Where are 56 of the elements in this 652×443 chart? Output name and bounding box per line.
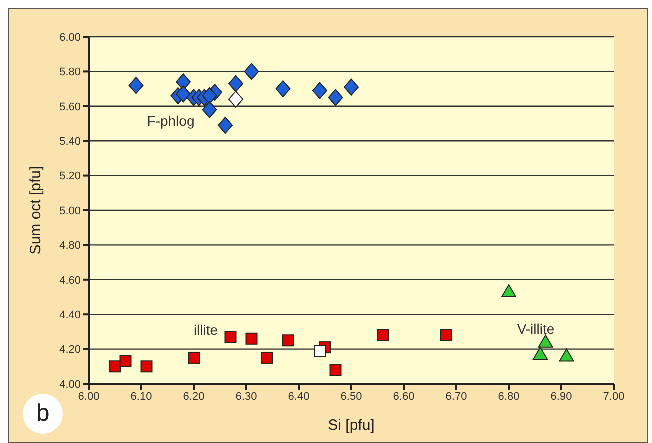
x-tick-label: 6.90 [550,390,572,403]
y-tick-label: 4.80 [60,240,81,252]
point [328,89,344,106]
point [228,75,244,92]
point [246,332,258,345]
point [228,90,244,108]
point [128,77,144,94]
x-tick-label: 6.30 [236,390,258,403]
point [282,334,294,347]
point [559,348,574,362]
y-tick-label: 4.20 [60,344,81,356]
x-tick-label: 6.40 [288,390,310,403]
y-tick-label: 5.00 [60,205,81,218]
x-tick-label: 6.10 [130,390,152,403]
point [502,284,516,298]
y-tick-label: 4.60 [60,274,81,287]
x-tick-label: 6.70 [446,390,468,403]
point [218,116,233,134]
point [314,345,326,358]
text: b [36,400,50,428]
point [330,364,342,376]
point [312,82,328,100]
point [244,63,260,80]
x-tick-label: 7.00 [603,390,625,403]
y-tick-label: 5.40 [60,136,81,148]
point [140,360,153,373]
point [538,334,554,348]
y-tick-label: 6.00 [60,32,81,44]
y-tick-label: 5.20 [60,170,81,183]
point [377,329,389,342]
point [262,352,274,364]
y-tick-label: 5.60 [60,101,81,114]
x-tick-label: 6.60 [393,390,415,403]
point [202,101,218,118]
point [224,331,237,344]
point [344,78,359,96]
point [440,329,452,342]
point [109,360,122,373]
x-tick-label: 6.50 [340,390,362,403]
x-tick-label: 6.80 [498,390,520,403]
y-tick-label: 4.40 [60,310,81,322]
annotation: illite [194,322,218,338]
x-axis-title: Si [pfu] [328,417,375,434]
point [188,352,200,364]
point [202,87,218,104]
point [176,86,191,103]
point [533,347,548,360]
y-tick-label: 4.00 [60,378,81,391]
y-tick-label: 5.80 [60,66,81,79]
point [120,355,132,368]
y-axis-title: Sum oct [pfu] [27,166,44,255]
x-tick-label: 6.20 [183,390,205,403]
annotation: F-phlog [147,113,195,129]
point [276,80,291,98]
annotation: V-illite [517,321,555,337]
x-tick-label: 6.00 [78,390,100,403]
